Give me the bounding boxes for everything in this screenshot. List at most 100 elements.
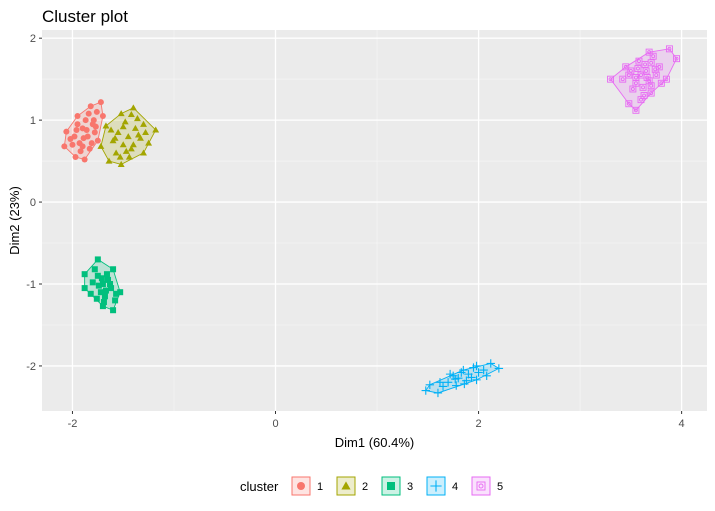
legend-key-5 [471,476,491,496]
marker-circle [639,97,643,102]
cluster-point-2 [116,153,124,160]
cluster-point-3 [81,285,88,292]
x-axis-label: Dim1 (60.4%) [335,435,414,450]
cluster-point-1 [74,113,81,120]
grid-major [42,30,707,411]
cluster-point-1 [80,135,87,142]
cluster-point-3 [81,271,88,278]
marker-square [647,82,655,90]
legend-label-1: 1 [317,481,323,493]
cluster-point-2 [105,157,113,164]
cluster-point-1 [73,126,80,133]
cluster-point-2 [111,134,119,141]
cluster-point-5 [639,83,647,91]
marker-square [651,65,659,73]
cluster-point-2 [97,142,105,149]
cluster-point-4 [479,365,488,375]
legend-label-4: 4 [452,481,458,493]
cluster-point-1 [67,135,74,142]
marker-square [642,67,650,75]
legend-item-2: 2 [336,476,368,496]
cluster-point-4 [425,380,435,389]
cluster-points [61,45,680,398]
cluster-point-5 [665,45,673,53]
marker-square [649,52,657,60]
cluster-point-1 [72,154,79,160]
legend-marker-3 [387,482,395,490]
marker-circle [633,81,638,86]
cluster-point-1 [92,123,99,130]
cluster-point-2 [119,141,127,148]
y-tick-label: 1 [30,115,36,127]
cluster-point-4 [482,371,491,380]
cluster-point-2 [122,147,130,154]
cluster-point-2 [121,118,129,125]
marker-square [632,74,640,81]
legend: cluster 1 2 3 4 5 [240,476,503,496]
cluster-point-1 [99,113,106,120]
cluster-point-5 [634,65,642,72]
cluster-point-3 [99,281,106,287]
x-tick-label: 2 [476,418,482,430]
cluster-point-2 [114,128,122,136]
cluster-point-3 [98,275,105,282]
marker-square [647,89,655,97]
cluster-point-5 [607,75,614,83]
cluster-point-2 [117,110,125,117]
cluster-point-3 [112,297,119,304]
marker-circle [637,59,641,64]
marker-circle [649,91,654,96]
legend-marker-5 [476,481,486,491]
cluster-point-5 [673,55,680,63]
cluster-point-1 [63,128,70,135]
cluster-point-2 [117,160,125,167]
marker-square [629,85,637,93]
cluster-point-1 [91,129,98,136]
cluster-point-5 [632,74,640,81]
marker-square [607,75,614,83]
marker-square [619,75,627,83]
cluster-point-5 [657,79,665,87]
chart-title: Cluster plot [42,7,128,26]
cluster-point-1 [90,117,97,124]
cluster-point-1 [85,110,92,117]
cluster-point-1 [86,145,93,152]
cluster-point-2 [129,141,137,148]
cluster-point-4 [467,373,476,382]
y-tick-label: 0 [30,197,36,209]
marker-square [622,63,630,71]
marker-circle [667,46,672,51]
cluster-point-1 [94,137,101,144]
cluster-point-5 [645,48,653,56]
cluster-point-2 [135,131,142,138]
cluster-point-1 [87,103,94,110]
cluster-point-5 [625,100,633,108]
panel-background [42,30,707,411]
cluster-point-1 [61,143,68,150]
cluster-point-3 [100,299,107,306]
cluster-point-4 [472,361,481,371]
marker-square [639,83,647,91]
cluster-point-3 [93,295,100,302]
legend-title: cluster [240,479,279,494]
marker-circle [633,75,638,80]
marker-circle [626,73,631,78]
cluster-point-3 [97,289,104,296]
marker-circle [641,85,645,90]
grid-minor [42,30,707,411]
cluster-point-5 [643,74,651,81]
cluster-point-2 [131,124,139,131]
cluster-point-4 [452,381,461,390]
y-axis: -2 -1 0 1 2 [26,33,42,373]
marker-circle [645,75,650,80]
legend-item-3: 3 [381,476,413,496]
cluster-point-3 [110,266,117,273]
cluster-point-2 [125,153,133,160]
cluster-point-4 [486,359,495,368]
marker-circle [653,67,658,72]
marker-square [655,63,663,71]
marker-circle [644,69,649,73]
marker-circle [633,108,638,113]
cluster-point-5 [629,85,637,93]
